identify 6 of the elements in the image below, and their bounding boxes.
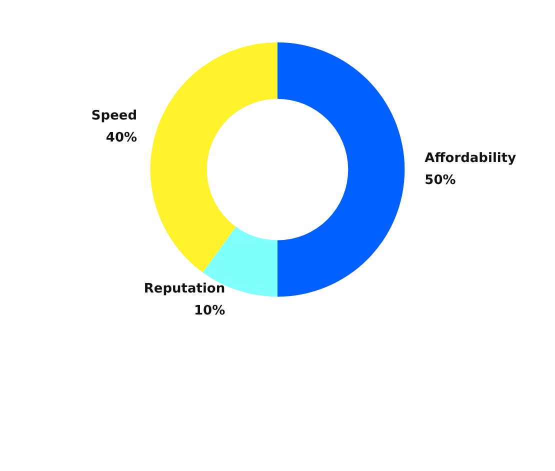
slice-label: Reputation xyxy=(144,282,226,297)
slice-label: Affordability xyxy=(424,151,517,166)
data-label: 50% xyxy=(424,173,456,188)
slice-label: Speed xyxy=(91,108,138,124)
data-label: 10% xyxy=(194,304,226,319)
data-label: 40% xyxy=(106,130,138,146)
